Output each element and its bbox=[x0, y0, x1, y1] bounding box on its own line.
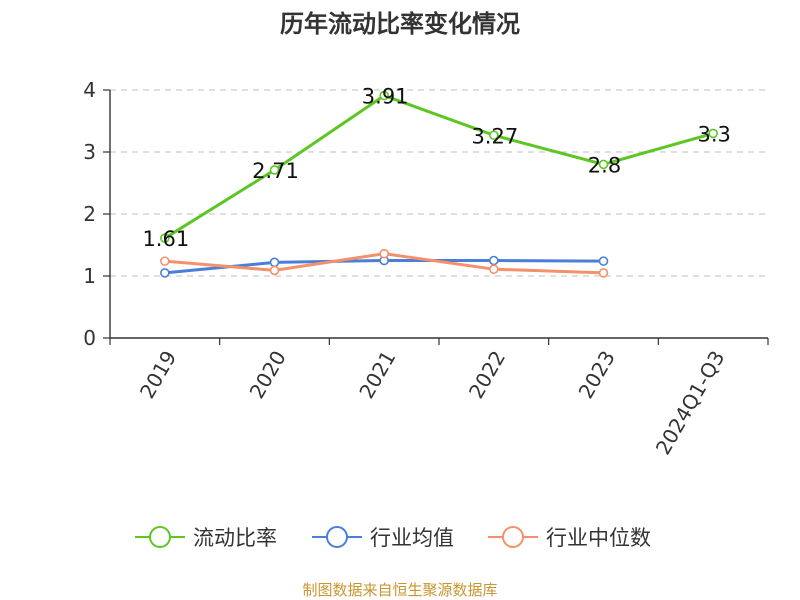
data-point bbox=[598, 256, 609, 266]
data-label: 3.27 bbox=[471, 124, 518, 148]
data-point bbox=[598, 268, 609, 278]
data-point bbox=[489, 264, 499, 274]
series-line bbox=[164, 94, 714, 240]
grid-lines bbox=[110, 89, 768, 277]
x-tick-label: 2024Q1-Q3 bbox=[651, 347, 730, 459]
legend: 流动比率 行业均值 行业中位数 bbox=[135, 526, 651, 550]
data-point bbox=[489, 255, 499, 266]
data-label: 3.3 bbox=[697, 122, 730, 146]
data-point bbox=[708, 128, 718, 139]
x-tick-label: 2023 bbox=[574, 347, 620, 403]
data-label: 1.61 bbox=[142, 227, 189, 251]
legend-label: 流动比率 bbox=[193, 526, 277, 550]
y-tick-label: 1 bbox=[83, 264, 96, 288]
data-point bbox=[160, 256, 170, 266]
source-note: 制图数据来自恒生聚源数据库 bbox=[302, 581, 497, 599]
data-point bbox=[269, 265, 280, 276]
y-tick-label: 3 bbox=[83, 140, 96, 164]
axes bbox=[103, 89, 769, 345]
data-point bbox=[598, 159, 609, 170]
data-label: 3.91 bbox=[362, 85, 409, 109]
legend-marker bbox=[326, 526, 348, 548]
legend-label: 行业均值 bbox=[370, 526, 454, 550]
data-point bbox=[160, 268, 170, 278]
data-label: 2.8 bbox=[588, 153, 621, 177]
y-tick-label: 2 bbox=[83, 202, 96, 226]
x-tick-label: 2019 bbox=[135, 347, 181, 403]
chart-title: 历年流动比率变化情况 bbox=[280, 10, 520, 38]
y-axis-ticks: 0 1 2 3 4 bbox=[83, 78, 96, 350]
series-group bbox=[160, 90, 718, 278]
x-tick-label: 2021 bbox=[354, 347, 400, 403]
legend-marker bbox=[149, 526, 171, 548]
data-point bbox=[489, 130, 499, 141]
y-tick-label: 0 bbox=[83, 326, 96, 350]
x-tick-label: 2022 bbox=[464, 347, 510, 403]
legend-marker bbox=[502, 526, 524, 548]
data-point bbox=[379, 90, 389, 101]
data-label: 2.71 bbox=[252, 159, 299, 183]
data-point bbox=[269, 165, 280, 175]
x-tick-label: 2020 bbox=[245, 347, 291, 403]
data-point bbox=[160, 233, 170, 243]
data-labels: 1.61 2.71 3.91 3.27 2.8 3.3 bbox=[142, 85, 730, 252]
data-point bbox=[269, 257, 280, 268]
legend-label: 行业中位数 bbox=[546, 526, 651, 550]
x-axis-ticks: 2019 2020 2021 2022 2023 2024Q1-Q3 bbox=[135, 347, 730, 459]
y-tick-label: 4 bbox=[83, 78, 96, 102]
data-point bbox=[379, 248, 389, 259]
